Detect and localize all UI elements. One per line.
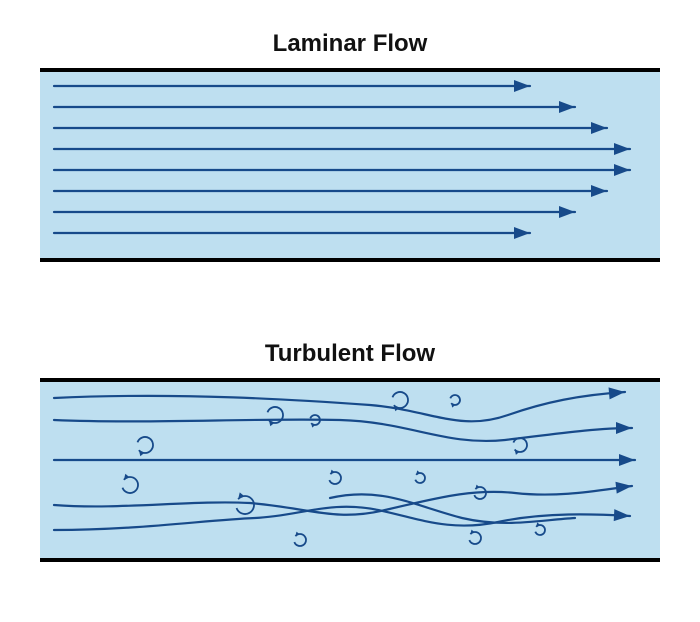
flow-diagram (0, 0, 700, 622)
